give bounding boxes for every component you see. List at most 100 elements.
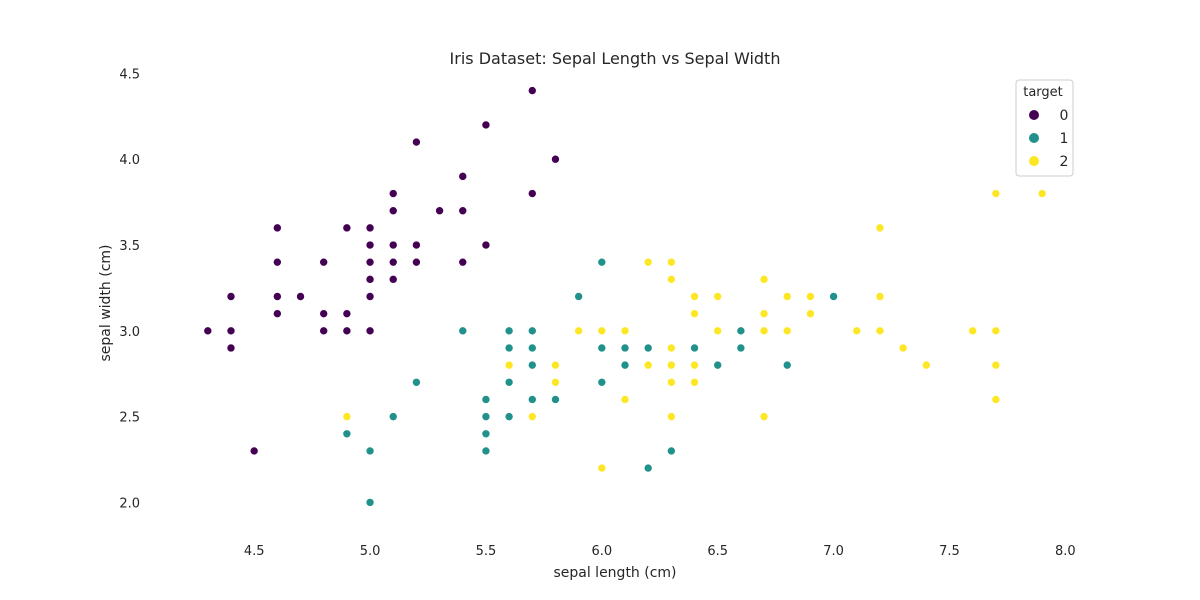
point-target-0 (273, 257, 282, 267)
point-target-0 (458, 257, 468, 267)
point-target-0 (319, 326, 328, 336)
y-axis: 2.0 2.5 3.0 3.5 4.0 4.5 (119, 67, 140, 511)
point-target-2 (690, 360, 699, 370)
point-target-1 (504, 377, 514, 387)
point-target-2 (527, 412, 537, 421)
point-target-2 (759, 412, 769, 421)
point-target-2 (667, 360, 676, 370)
legend-label-0: 0 (1060, 108, 1069, 124)
point-target-2 (852, 326, 862, 336)
x-tick-label: 7.5 (939, 544, 960, 559)
point-target-1 (481, 429, 491, 439)
point-target-2 (713, 326, 723, 336)
point-target-0 (527, 189, 537, 198)
point-target-2 (690, 377, 699, 387)
point-target-1 (365, 498, 375, 507)
point-target-0 (481, 120, 491, 130)
point-target-2 (898, 343, 908, 353)
point-target-1 (481, 446, 491, 456)
point-target-2 (782, 292, 792, 301)
legend-marker-0 (1029, 110, 1039, 120)
point-target-0 (273, 309, 282, 318)
point-target-0 (226, 326, 236, 336)
point-target-2 (667, 275, 676, 284)
x-tick-label: 6.0 (591, 544, 612, 559)
point-target-1 (527, 360, 537, 370)
point-target-2 (922, 360, 931, 370)
point-target-2 (620, 326, 630, 336)
point-target-2 (667, 377, 676, 387)
point-target-2 (667, 412, 676, 421)
point-target-1 (736, 326, 746, 336)
point-target-1 (713, 360, 723, 370)
point-target-2 (968, 326, 977, 336)
point-target-2 (667, 343, 676, 353)
point-target-1 (667, 446, 676, 456)
point-target-0 (388, 275, 398, 284)
point-target-1 (504, 412, 514, 421)
point-target-1 (504, 326, 514, 336)
point-target-0 (388, 240, 398, 250)
point-target-2 (782, 326, 792, 336)
x-tick-label: 5.0 (360, 544, 381, 559)
point-target-0 (226, 292, 236, 301)
point-target-2 (806, 309, 815, 318)
point-target-1 (342, 429, 352, 439)
point-target-1 (597, 343, 607, 353)
y-tick-label: 2.5 (119, 411, 140, 426)
point-target-0 (388, 206, 398, 216)
x-tick-label: 8.0 (1055, 544, 1076, 559)
point-target-2 (690, 309, 699, 318)
point-target-2 (620, 395, 630, 404)
point-target-2 (759, 309, 769, 318)
point-target-0 (388, 257, 398, 267)
x-axis-label: sepal length (cm) (553, 565, 676, 581)
point-target-0 (365, 240, 375, 250)
point-target-0 (458, 172, 468, 181)
point-target-0 (365, 223, 375, 233)
legend-entries: 0 1 2 (1029, 108, 1068, 170)
point-target-2 (806, 292, 815, 301)
point-target-1 (412, 377, 421, 387)
x-axis: 4.5 5.0 5.5 6.0 6.5 7.0 7.5 8.0 (244, 544, 1076, 559)
y-tick-label: 4.0 (119, 153, 140, 168)
point-target-2 (574, 326, 583, 336)
point-target-0 (342, 223, 352, 233)
point-target-2 (991, 360, 1001, 370)
y-tick-label: 3.5 (119, 239, 140, 254)
point-target-1 (527, 395, 537, 404)
legend: target 0 1 2 (1015, 79, 1074, 177)
point-target-0 (342, 326, 352, 336)
point-target-2 (504, 360, 514, 370)
point-target-1 (504, 343, 514, 353)
point-target-2 (875, 326, 885, 336)
point-target-1 (458, 326, 468, 336)
point-target-2 (643, 257, 653, 267)
point-target-2 (690, 292, 699, 301)
y-tick-label: 4.5 (119, 67, 140, 82)
y-tick-label: 3.0 (119, 325, 140, 340)
point-target-2 (713, 292, 723, 301)
point-target-1 (597, 377, 607, 387)
point-target-0 (365, 275, 375, 284)
point-target-1 (527, 326, 537, 336)
point-target-0 (388, 189, 398, 198)
point-target-0 (412, 257, 421, 267)
point-target-0 (249, 446, 259, 456)
point-target-2 (597, 463, 607, 473)
point-target-0 (365, 326, 375, 336)
point-target-1 (643, 343, 653, 353)
point-target-2 (551, 377, 560, 387)
point-target-1 (690, 343, 699, 353)
point-target-0 (273, 223, 282, 233)
point-target-2 (991, 189, 1001, 198)
plot-area (203, 86, 1047, 507)
point-target-0 (226, 343, 236, 353)
point-target-2 (1037, 189, 1047, 198)
point-target-2 (759, 326, 769, 336)
point-target-0 (319, 309, 328, 318)
y-tick-label: 2.0 (119, 496, 140, 511)
legend-marker-2 (1029, 156, 1039, 166)
point-target-1 (829, 292, 838, 301)
